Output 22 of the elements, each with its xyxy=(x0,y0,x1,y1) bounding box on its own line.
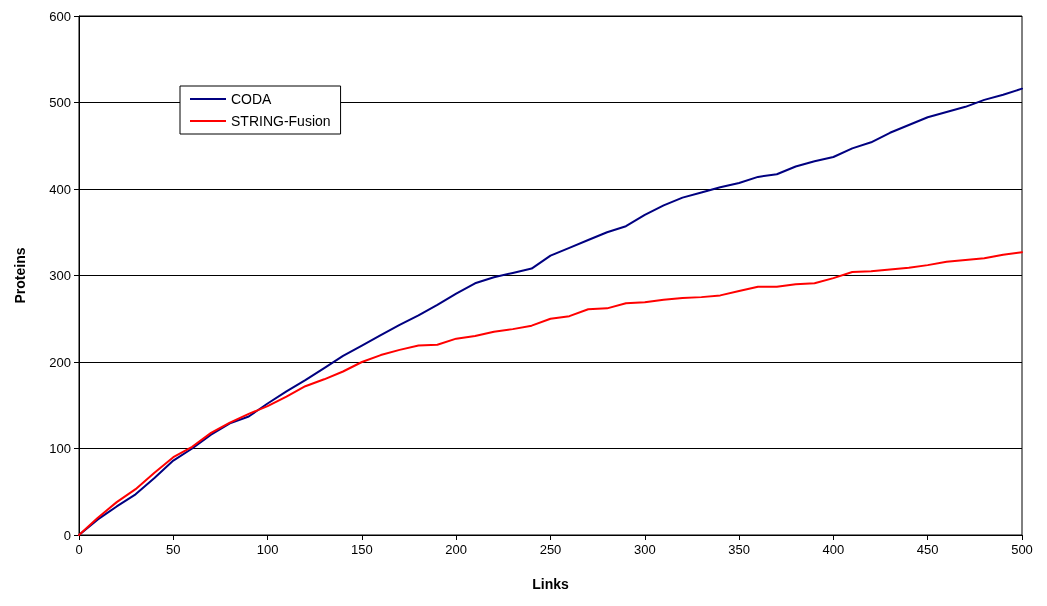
x-axis-title: Links xyxy=(532,576,569,592)
y-tick-label: 100 xyxy=(49,441,71,456)
x-tick-label: 0 xyxy=(75,542,83,557)
x-tick-label: 400 xyxy=(822,542,845,557)
x-tick-label: 150 xyxy=(351,542,373,557)
x-tick-label: 250 xyxy=(539,542,562,557)
legend-label: CODA xyxy=(231,91,273,107)
y-tick-label: 0 xyxy=(63,527,71,543)
x-tick-label: 200 xyxy=(445,542,468,557)
y-tick-label: 300 xyxy=(49,268,71,283)
y-tick-label: 500 xyxy=(49,95,71,110)
y-axis-title: Proteins xyxy=(12,247,28,304)
legend-label: STRING-Fusion xyxy=(231,113,331,129)
x-tick-label: 350 xyxy=(728,542,750,557)
x-tick-label: 500 xyxy=(1011,542,1033,557)
x-tick-label: 50 xyxy=(166,542,181,557)
x-tick-label: 100 xyxy=(256,542,279,557)
x-tick-label: 450 xyxy=(916,542,939,557)
y-tick-label: 400 xyxy=(49,181,71,197)
y-tick-label: 200 xyxy=(49,354,71,370)
x-tick-label: 300 xyxy=(633,542,656,557)
y-tick-label: 600 xyxy=(49,8,71,24)
